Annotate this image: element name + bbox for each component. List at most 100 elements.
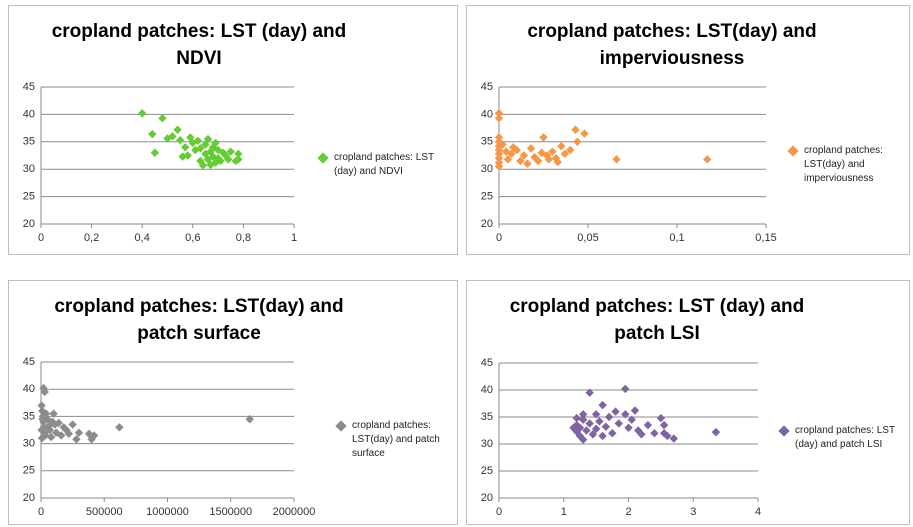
y-tick-label: 30 — [23, 163, 35, 175]
legend-key — [778, 425, 790, 437]
legend-label: cropland patches: LST (day) and patch LS… — [795, 425, 895, 450]
scatter-point — [150, 148, 160, 157]
y-tick-label: 20 — [23, 492, 35, 504]
legend-entry: cropland patches: LST(day) and imperviou… — [787, 144, 899, 186]
x-tick-label: 0,8 — [236, 232, 251, 244]
scatter-point — [50, 420, 60, 429]
scatter-point — [575, 431, 585, 441]
x-tick-label: 1500000 — [209, 506, 252, 518]
scatter-point — [158, 114, 167, 123]
y-tick-label: 45 — [23, 356, 35, 368]
x-tick-label: 0 — [496, 232, 502, 244]
scatter-point — [494, 109, 504, 118]
y-tick-label: 45 — [481, 357, 493, 369]
x-tick-label: 0 — [38, 232, 44, 244]
scatter-point — [553, 157, 562, 167]
scatter-point — [573, 137, 582, 146]
scatter-point — [115, 423, 124, 432]
scatter-point — [226, 147, 235, 156]
scatter-point — [542, 151, 552, 160]
scatter-point — [216, 156, 225, 166]
scatter-point — [68, 420, 77, 429]
scatter-point — [598, 400, 607, 410]
legend-label: cropland patches: LST (day) and NDVI — [334, 152, 434, 177]
scatter-point — [703, 155, 712, 164]
scatter-point — [598, 431, 607, 441]
x-tick-label: 1000000 — [146, 506, 189, 518]
plot: 20 25 30 35 40 45 0 1 2 3 4 — [481, 357, 761, 518]
x-tick-label: 0,15 — [755, 232, 776, 244]
y-tick-label: 20 — [23, 218, 35, 230]
legend-entry: cropland patches: LST (day) and patch LS… — [778, 424, 905, 452]
scatter-point — [224, 155, 233, 164]
y-tick-label: 20 — [481, 218, 493, 230]
scatter-point — [175, 135, 185, 145]
scatter-point — [245, 414, 254, 424]
x-tick-label: 3 — [690, 506, 696, 518]
scatter-point — [494, 149, 504, 159]
scatter-point — [138, 109, 147, 118]
scatter-point — [614, 419, 623, 428]
scatter-point — [64, 429, 74, 439]
y-tick-label: 40 — [23, 108, 35, 120]
scatter-point — [711, 427, 721, 437]
scatter-point — [533, 156, 543, 166]
legend-key — [335, 420, 347, 432]
scatter-point — [650, 429, 659, 438]
legend-entry: cropland patches: LST (day) and NDVI — [317, 151, 444, 179]
scatter-point — [595, 417, 604, 426]
scatter-point — [221, 151, 230, 160]
scatter-point — [591, 410, 601, 419]
x-tick-label: 0,4 — [135, 232, 150, 244]
scatter-point — [181, 143, 190, 152]
scatter-point — [494, 114, 504, 123]
scatter-point — [571, 125, 580, 134]
scatter-point — [211, 138, 220, 148]
x-tick-label: 500000 — [86, 506, 123, 518]
scatter-point — [575, 423, 585, 432]
plot: 20 25 30 35 40 45 0 0,2 0,4 0,6 0,8 1 — [23, 81, 297, 244]
scatter-point — [591, 424, 601, 434]
x-tick-label: 2 — [625, 506, 631, 518]
y-tick-label: 40 — [23, 383, 35, 395]
x-tick-label: 1 — [291, 232, 297, 244]
x-tick-label: 0,2 — [84, 232, 99, 244]
scatter-point — [218, 148, 228, 157]
scatter-point — [494, 154, 504, 163]
chart-panel: cropland patches: LST (day) and NDVI 20 25… — [8, 5, 458, 255]
scatter-point — [494, 162, 504, 171]
scatter-point — [498, 140, 507, 149]
y-tick-label: 35 — [23, 136, 35, 148]
scatter-point — [41, 431, 50, 440]
chart-title: cropland patches: LST(day) and imperviou… — [527, 21, 817, 69]
chart-title: cropland patches: LST(day) and patch sur… — [54, 296, 344, 344]
scatter-point — [49, 409, 58, 418]
scatter-point — [196, 144, 205, 153]
scatter-point — [39, 383, 48, 393]
scatter-point — [54, 418, 63, 428]
scatter-point — [89, 431, 99, 440]
scatter-point — [624, 423, 633, 432]
y-tick-label: 25 — [481, 465, 493, 477]
scatter-point — [173, 125, 182, 134]
y-tick-label: 35 — [481, 411, 493, 423]
scatter-point — [234, 149, 243, 159]
y-tick-label: 35 — [481, 136, 493, 148]
y-tick-label: 25 — [481, 191, 493, 203]
x-tick-label: 0 — [496, 506, 502, 518]
plot: 20 25 30 35 40 45 0 0,05 0,1 0,15 — [481, 81, 777, 244]
scatter-point — [72, 435, 81, 444]
scatter-point — [585, 419, 594, 428]
scatter-point — [148, 129, 157, 139]
scatter-point — [604, 412, 614, 422]
y-tick-label: 35 — [23, 410, 35, 422]
scatter-point — [193, 136, 203, 145]
scatter-point — [656, 413, 666, 423]
y-tick-label: 20 — [481, 492, 493, 504]
y-tick-label: 40 — [481, 108, 493, 120]
scatter-point — [168, 132, 177, 141]
scatter-point — [557, 141, 566, 151]
x-tick-label: 0,6 — [185, 232, 200, 244]
chart-title: cropland patches: LST (day) and patch LS… — [509, 296, 805, 344]
